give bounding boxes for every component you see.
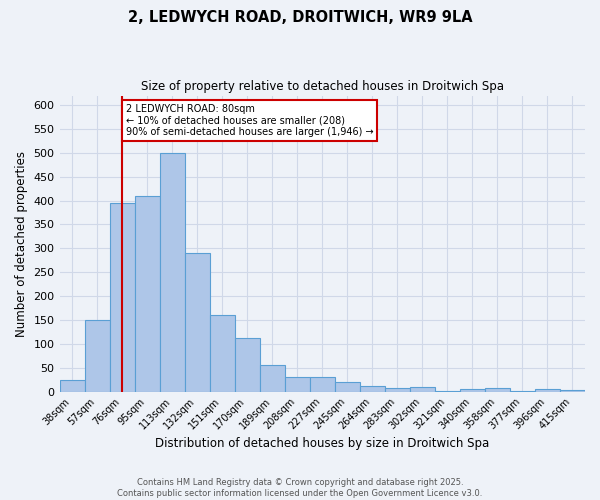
Bar [59,380,85,392]
X-axis label: Distribution of detached houses by size in Droitwich Spa: Distribution of detached houses by size … [155,437,490,450]
Bar [460,389,485,392]
Y-axis label: Number of detached properties: Number of detached properties [15,150,28,336]
Bar [535,389,560,392]
Bar [85,320,110,392]
Bar [485,388,510,392]
Bar [110,203,134,392]
Bar [360,386,385,392]
Bar [410,387,435,392]
Bar [310,378,335,392]
Bar [185,253,209,392]
Bar [510,390,535,392]
Bar [335,382,360,392]
Bar [235,338,260,392]
Bar [209,315,235,392]
Bar [385,388,410,392]
Bar [285,378,310,392]
Bar [435,390,460,392]
Text: 2, LEDWYCH ROAD, DROITWICH, WR9 9LA: 2, LEDWYCH ROAD, DROITWICH, WR9 9LA [128,10,472,25]
Bar [260,366,285,392]
Bar [134,196,160,392]
Text: Contains HM Land Registry data © Crown copyright and database right 2025.
Contai: Contains HM Land Registry data © Crown c… [118,478,482,498]
Title: Size of property relative to detached houses in Droitwich Spa: Size of property relative to detached ho… [141,80,504,93]
Bar [560,390,585,392]
Text: 2 LEDWYCH ROAD: 80sqm
← 10% of detached houses are smaller (208)
90% of semi-det: 2 LEDWYCH ROAD: 80sqm ← 10% of detached … [126,104,373,138]
Bar [160,153,185,392]
